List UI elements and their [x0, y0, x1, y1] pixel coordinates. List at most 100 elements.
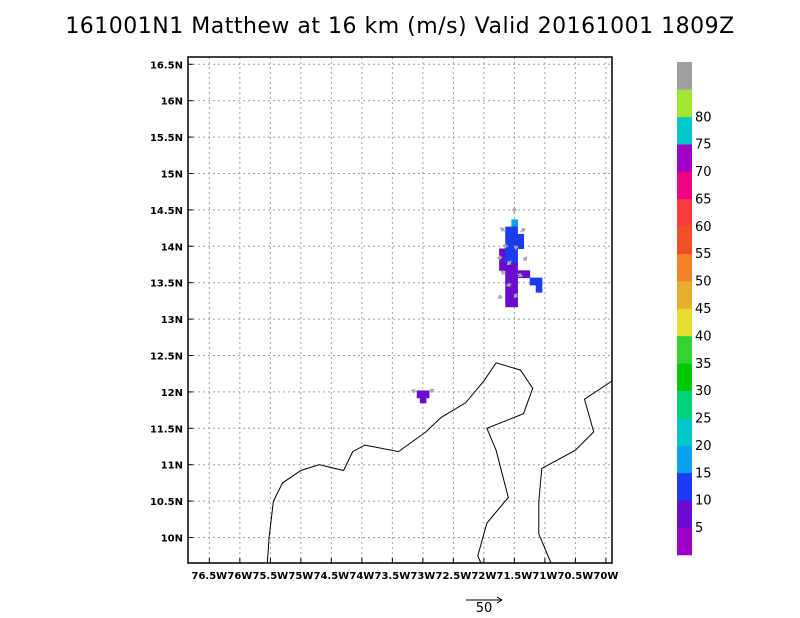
wind-cell — [517, 241, 525, 249]
wind-cell — [505, 248, 512, 257]
x-tick-label: 76W — [227, 571, 252, 582]
wind-cell — [505, 284, 512, 293]
x-tick-label: 71W — [532, 571, 557, 582]
wind-cell — [505, 255, 512, 264]
wind-cell — [505, 277, 512, 286]
y-tick-label: 14.5N — [150, 206, 183, 217]
y-tick-label: 13.5N — [150, 279, 183, 290]
wind-vector-arrow — [428, 388, 435, 394]
wind-cell — [511, 263, 518, 271]
colorbar-segment — [677, 363, 692, 391]
wind-vector-arrow — [410, 388, 417, 394]
wind-cell — [511, 270, 518, 279]
colorbar-segment — [677, 335, 692, 364]
colorbar-segment — [677, 308, 692, 337]
x-tick-label: 70W — [593, 571, 618, 582]
colorbar-label: 60 — [695, 220, 712, 235]
wind-cell — [505, 270, 512, 279]
y-tick-label: 13N — [161, 315, 183, 326]
colorbar-segment — [677, 198, 692, 227]
y-tick-label: 16.5N — [150, 60, 183, 71]
x-tick-label: 71.5W — [497, 571, 533, 582]
colorbar-label: 20 — [695, 439, 712, 454]
colorbar-segment — [677, 62, 692, 90]
x-tick-label: 72W — [471, 571, 496, 582]
colorbar-segment — [677, 89, 692, 118]
y-tick-label: 15.5N — [150, 133, 183, 144]
wind-cell — [422, 390, 430, 399]
colorbar-label: 65 — [695, 192, 712, 207]
wind-speed-cells — [416, 219, 543, 404]
wind-cell — [511, 241, 518, 249]
colorbar-segment — [677, 445, 692, 474]
wind-vector-arrow — [513, 293, 519, 299]
wind-cell — [499, 248, 506, 257]
wind-vectors — [410, 206, 528, 394]
colorbar-segment — [677, 390, 692, 419]
y-tick-label: 12N — [161, 388, 183, 399]
colorbar-label: 40 — [695, 329, 712, 344]
coastlines — [266, 362, 613, 564]
y-tick-label: 14N — [161, 242, 183, 253]
wind-cell — [535, 284, 543, 293]
colorbar-label: 55 — [695, 247, 712, 262]
wind-vector-arrow — [522, 256, 528, 262]
wind-cell — [511, 284, 518, 293]
wind-cell — [511, 233, 518, 242]
wind-cell — [505, 241, 512, 249]
x-axis-ticks: 76.5W 76W 75.5W 75W 74.5W 74W 73.5W 73W 72.5W 72W… — [192, 558, 618, 582]
colorbar: 5 10 15 20 25 30 35 40 45 50 55 60 65 70 75 80 — [677, 62, 712, 556]
wind-cell — [419, 395, 427, 404]
y-tick-label: 10.5N — [150, 497, 183, 508]
colorbar-segment — [677, 472, 692, 501]
wind-vector-arrow — [497, 294, 503, 299]
wind-cell — [523, 270, 531, 279]
grid-lines — [188, 57, 612, 563]
wind-vector-arrow — [506, 260, 512, 266]
colorbar-label: 15 — [695, 466, 712, 481]
colorbar-segment — [677, 253, 692, 282]
wind-vector-arrow — [499, 227, 506, 233]
wind-cell — [511, 219, 518, 228]
wind-vector-arrow — [517, 272, 523, 278]
wind-cell — [416, 390, 424, 399]
wind-cell — [499, 255, 506, 264]
reference-vector: 50 — [466, 596, 503, 616]
wind-cell — [535, 277, 543, 286]
wind-vector-arrow — [511, 206, 517, 214]
colorbar-label: 80 — [695, 110, 712, 125]
colorbar-segment — [677, 226, 692, 255]
y-tick-label: 11N — [161, 461, 183, 472]
colorbar-segment — [677, 171, 692, 200]
wind-cell — [511, 255, 518, 264]
reference-vector-label: 50 — [476, 601, 493, 616]
x-tick-label: 75W — [288, 571, 313, 582]
y-tick-label: 15N — [161, 169, 183, 180]
y-tick-label: 11.5N — [150, 424, 183, 435]
wind-vector-arrow — [501, 243, 509, 249]
wind-vector-arrow — [513, 245, 519, 250]
colorbar-label: 35 — [695, 357, 712, 372]
wind-vector-arrow — [505, 282, 512, 288]
coastline — [266, 362, 534, 564]
reference-vector-arrowhead — [496, 596, 503, 604]
y-tick-label: 16N — [161, 97, 183, 108]
wind-vector-arrow — [500, 271, 506, 276]
wind-cell — [499, 263, 506, 271]
wind-cell — [505, 292, 512, 300]
colorbar-segment — [677, 500, 692, 528]
colorbar-label: 70 — [695, 165, 712, 180]
colorbar-label: 45 — [695, 302, 712, 317]
colorbar-label: 50 — [695, 275, 712, 290]
colorbar-label: 25 — [695, 412, 712, 427]
colorbar-label: 10 — [695, 494, 712, 509]
colorbar-segment — [677, 116, 692, 145]
x-tick-label: 73W — [410, 571, 435, 582]
coastline — [538, 380, 613, 564]
x-tick-label: 72.5W — [436, 571, 472, 582]
x-tick-label: 74.5W — [314, 571, 350, 582]
colorbar-label: 30 — [695, 384, 712, 399]
wind-vector-arrow — [520, 228, 526, 233]
x-tick-label: 76.5W — [192, 571, 228, 582]
